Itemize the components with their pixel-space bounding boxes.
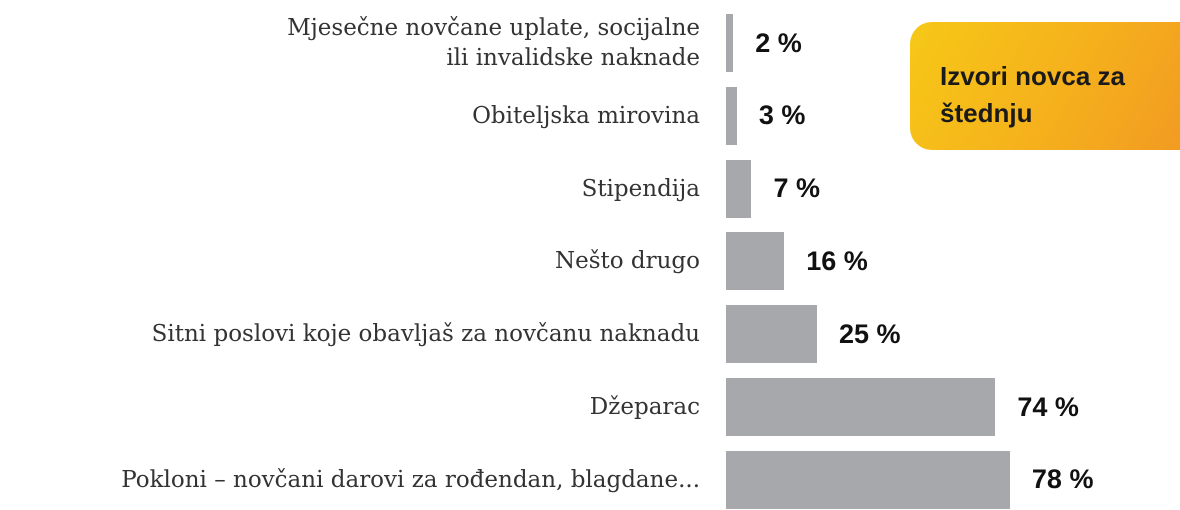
bar: [726, 159, 752, 218]
title-box: Izvori novca za štednju: [910, 22, 1180, 150]
category-label: Pokloni – novčani darovi za rođendan, bl…: [121, 466, 700, 493]
category-label: Mjesečne novčane uplate, socijalne ili i…: [287, 15, 700, 71]
bar: [726, 378, 996, 436]
bar: [726, 305, 817, 364]
category-label: Nešto drugo: [554, 248, 700, 275]
value-label: 74 %: [1017, 391, 1079, 422]
bar: [726, 450, 1010, 509]
value-label: 25 %: [839, 318, 901, 349]
category-label: Stipendija: [581, 175, 700, 202]
value-label: 16 %: [806, 245, 868, 276]
bar: [726, 232, 785, 291]
value-label: 7 %: [773, 173, 820, 204]
category-label: Sitni poslovi koje obavljaš za novčanu n…: [151, 321, 700, 348]
bar: [726, 14, 734, 72]
value-label: 78 %: [1031, 464, 1094, 495]
value-label: 2 %: [755, 27, 802, 58]
category-label: Džeparac: [589, 394, 700, 420]
category-label: Obiteljska mirovina: [472, 102, 700, 129]
chart-title: Izvori novca za štednju: [940, 61, 1125, 128]
value-label: 3 %: [758, 100, 806, 131]
bar: [726, 86, 737, 145]
